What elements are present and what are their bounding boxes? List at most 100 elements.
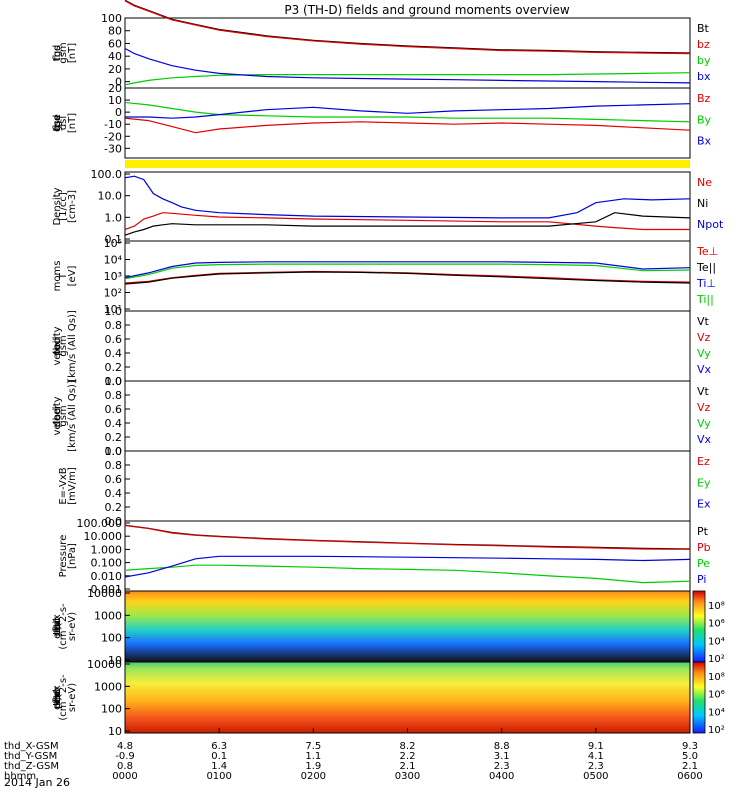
legend-label: Bz — [697, 92, 711, 105]
y-axis-label: peer — [52, 685, 63, 709]
y-tick-label: 0.6 — [105, 403, 123, 416]
x-axis-tick-label: 1.4 — [211, 761, 227, 772]
x-axis-tick-label: 0400 — [489, 771, 514, 782]
y-tick-label: -10 — [104, 118, 122, 131]
x-axis-tick-label: 0200 — [301, 771, 326, 782]
y-axis-label: eV — [52, 691, 63, 704]
y-tick-label: 0.4 — [105, 487, 123, 500]
legend-label: Vy — [697, 417, 711, 430]
y-axis-label: thd — [52, 115, 63, 132]
y-axis-label: eflux — [52, 685, 63, 710]
y-tick-label: 1000 — [94, 680, 122, 693]
legend-label: Vx — [697, 433, 712, 446]
y-axis-label: peir — [52, 616, 63, 636]
y-axis-label: [cm-3] — [67, 190, 78, 223]
legend-label: Vz — [697, 401, 711, 414]
y-tick-label: 10⁵ — [104, 237, 122, 250]
y-tick-label: 100 — [101, 632, 122, 645]
y-tick-label: 100.0 — [91, 168, 123, 181]
y-tick-label: 0.2 — [105, 361, 123, 374]
y-axis-label: [nT] — [67, 43, 78, 63]
y-tick-label: 10 — [108, 94, 122, 107]
y-tick-label: 10000 — [87, 658, 122, 671]
panel-peir_spec: 10⁸ 10⁶ 10⁴ 10² 10000 1000 100 10 thdpeireneflux… — [52, 587, 725, 667]
y-tick-label: 0.001 — [91, 583, 123, 596]
y-tick-label: 10 — [108, 654, 122, 667]
panel-yellow_bar — [125, 160, 690, 168]
y-tick-label: 10² — [104, 287, 122, 300]
y-axis-label: thd — [52, 618, 63, 635]
y-tick-label: 0.8 — [105, 459, 123, 472]
legend-label: Te|| — [696, 261, 716, 274]
y-tick-label: 1.0 — [105, 445, 123, 458]
spectrogram-peir_spec — [125, 591, 690, 662]
y-tick-label: 0.1 — [105, 233, 123, 246]
series-line-bx — [125, 103, 691, 119]
x-axis-row-label: hhmm — [4, 771, 36, 782]
legend-label: Npot — [697, 218, 724, 231]
y-tick-label: 0.6 — [105, 473, 123, 486]
legend-label: Vx — [697, 363, 712, 376]
x-axis-tick-label: 2.1 — [400, 761, 416, 772]
y-tick-label: 0.2 — [105, 501, 123, 514]
y-tick-label: 1.000 — [91, 543, 123, 556]
y-tick-label: 0 — [115, 76, 122, 89]
y-tick-label: 40 — [108, 50, 122, 63]
series-line-ne — [124, 212, 690, 231]
y-axis-label: fgs — [52, 45, 63, 60]
y-tick-label: -20 — [104, 130, 122, 143]
y-axis-label: peir — [52, 335, 63, 355]
legend-label: Pe — [697, 557, 710, 570]
colorbar-tick-label: 10² — [708, 654, 725, 665]
x-axis-tick-label: -0.9 — [115, 751, 135, 762]
legend-label: Ni — [697, 197, 708, 210]
y-tick-label: 1.0 — [105, 375, 123, 388]
y-axis-label: thd — [52, 408, 63, 425]
y-tick-label: 1.0 — [105, 305, 123, 318]
colorbar-tick-label: 10⁴ — [708, 636, 725, 647]
y-axis-label: velocity — [52, 326, 63, 365]
legend-label: Vz — [697, 331, 711, 344]
y-tick-label: 0.0 — [105, 445, 123, 458]
y-axis-label: E=-VxB — [58, 467, 69, 504]
y-tick-label: 10000 — [87, 587, 122, 600]
series-line-ti — [124, 261, 691, 279]
colorbar-tick-label: 10² — [708, 725, 725, 736]
legend-label: By — [697, 113, 712, 126]
x-axis-tick-label: 0000 — [112, 771, 137, 782]
series-line-pi — [124, 555, 691, 578]
x-axis-tick-label: 6.3 — [211, 741, 227, 752]
legend-label: Vt — [697, 315, 710, 328]
y-tick-label: 0.8 — [105, 319, 123, 332]
x-axis-tick-label: 2.3 — [588, 761, 604, 772]
y-tick-label: 10¹ — [104, 303, 122, 316]
x-axis-tick-label: 9.3 — [682, 741, 698, 752]
legend-label: Vt — [697, 385, 710, 398]
legend-label: bz — [697, 38, 710, 51]
series-line-ti — [124, 263, 691, 280]
y-tick-label: 20 — [108, 82, 122, 95]
y-tick-label: 0.6 — [105, 333, 123, 346]
x-axis-row-label: thd_X-GSM — [4, 741, 59, 752]
y-tick-label: 10 — [108, 725, 122, 738]
yellow-status-bar — [125, 160, 690, 168]
y-axis-label: thd — [52, 338, 63, 355]
y-tick-label: 60 — [108, 37, 122, 50]
x-axis-tick-label: 0.1 — [211, 751, 227, 762]
series-line-ni — [124, 212, 691, 236]
legend-label: Bt — [697, 22, 710, 35]
x-axis-tick-label: 0100 — [206, 771, 231, 782]
legend-label: bx — [697, 70, 711, 83]
legend-label: Ne — [697, 176, 712, 189]
y-axis-label: sr-eV) — [67, 612, 78, 641]
legend-label: Ti⊥ — [696, 277, 716, 290]
date-label: 2014 Jan 26 — [4, 776, 70, 789]
y-axis-label: velocity — [52, 396, 63, 435]
y-axis-label: gsm — [58, 335, 69, 356]
y-axis-label: en — [52, 620, 63, 633]
y-axis-label: (cm^2-s- — [58, 603, 69, 650]
y-tick-label: 100 — [101, 12, 122, 25]
